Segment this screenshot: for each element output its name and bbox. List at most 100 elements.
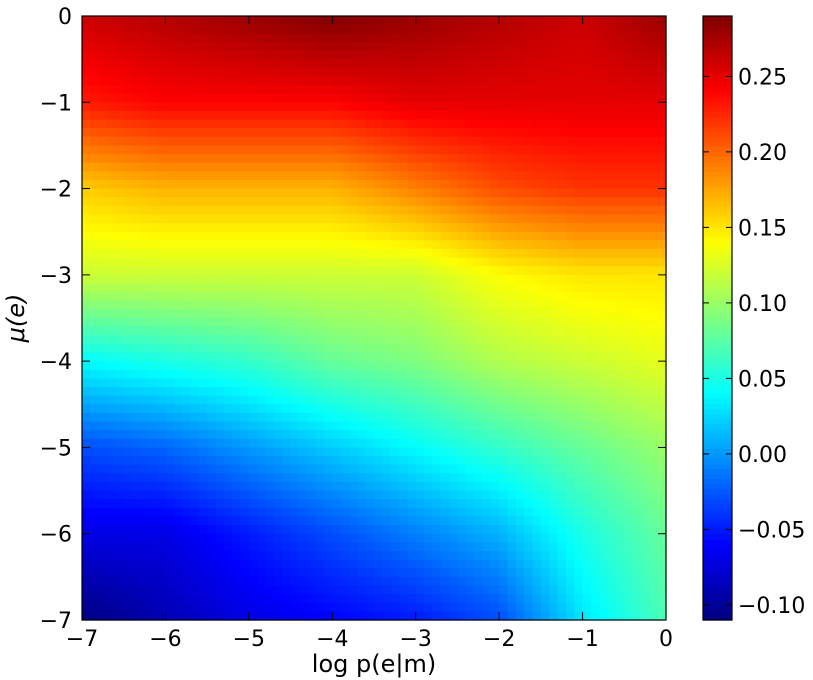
heatmap-cell bbox=[499, 318, 509, 328]
heatmap-cell bbox=[615, 171, 625, 181]
heatmap-cell bbox=[624, 387, 634, 397]
heatmap-cell bbox=[374, 421, 383, 431]
heatmap-cell bbox=[557, 292, 567, 302]
heatmap-cell bbox=[474, 197, 484, 207]
heatmap-cell bbox=[374, 378, 383, 388]
heatmap-cell bbox=[432, 136, 442, 147]
heatmap-cell bbox=[457, 481, 467, 492]
heatmap-cell bbox=[574, 438, 584, 449]
heatmap-cell bbox=[173, 568, 183, 578]
heatmap-cell bbox=[415, 464, 425, 474]
heatmap-cell bbox=[273, 309, 283, 319]
heatmap-cell bbox=[457, 93, 467, 103]
heatmap-cell bbox=[190, 421, 200, 431]
heatmap-cell bbox=[290, 136, 300, 147]
heatmap-cell bbox=[198, 257, 208, 267]
heatmap-cell bbox=[390, 93, 400, 103]
heatmap-cell bbox=[90, 421, 100, 431]
heatmap-cell bbox=[382, 59, 392, 69]
heatmap-cell bbox=[415, 499, 425, 509]
heatmap-cell bbox=[248, 585, 258, 595]
heatmap-cell bbox=[107, 516, 116, 526]
heatmap-cell bbox=[315, 41, 325, 52]
heatmap-cell bbox=[307, 309, 317, 319]
heatmap-cell bbox=[640, 197, 650, 207]
x-tick-label: −3 bbox=[399, 627, 431, 652]
heatmap-cell bbox=[323, 231, 333, 241]
heatmap-cell bbox=[332, 602, 342, 612]
heatmap-cell bbox=[315, 119, 325, 129]
heatmap-cell bbox=[273, 214, 283, 224]
heatmap-cell bbox=[457, 179, 467, 190]
heatmap-cell bbox=[190, 257, 200, 267]
heatmap-cell bbox=[257, 85, 267, 95]
heatmap-cell bbox=[407, 387, 417, 397]
heatmap-cell bbox=[282, 473, 292, 483]
heatmap-cell bbox=[382, 387, 392, 397]
heatmap-cell bbox=[207, 378, 217, 388]
heatmap-cell bbox=[248, 85, 258, 95]
heatmap-cell bbox=[399, 171, 408, 181]
heatmap-cell bbox=[515, 490, 525, 500]
heatmap-cell bbox=[232, 447, 242, 457]
heatmap-cell bbox=[165, 179, 175, 190]
heatmap-cell bbox=[365, 542, 375, 552]
heatmap-cell bbox=[315, 525, 325, 535]
heatmap-cell bbox=[140, 585, 150, 595]
heatmap-cell bbox=[457, 447, 467, 457]
heatmap-cell bbox=[282, 542, 292, 552]
heatmap-cell bbox=[265, 197, 275, 207]
heatmap-cell bbox=[132, 223, 141, 233]
heatmap-cell bbox=[515, 576, 525, 587]
heatmap-cell bbox=[599, 568, 609, 578]
heatmap-cell bbox=[198, 136, 208, 147]
heatmap-cell bbox=[507, 335, 517, 345]
heatmap-cell bbox=[474, 76, 484, 86]
heatmap-cell bbox=[424, 59, 433, 69]
heatmap-cell bbox=[424, 162, 433, 172]
heatmap-cell bbox=[332, 214, 342, 224]
heatmap-cell bbox=[207, 171, 217, 181]
heatmap-cell bbox=[382, 404, 392, 414]
heatmap-cell bbox=[582, 154, 592, 164]
heatmap-cell bbox=[449, 464, 459, 474]
heatmap-cell bbox=[140, 412, 150, 423]
heatmap-cell bbox=[173, 50, 183, 60]
heatmap-cell bbox=[465, 516, 475, 526]
heatmap-cell bbox=[557, 93, 567, 103]
heatmap-cell bbox=[132, 352, 141, 362]
heatmap-cell bbox=[290, 369, 300, 379]
heatmap-cell bbox=[557, 110, 567, 121]
x-tick-label: 0 bbox=[659, 627, 673, 652]
heatmap-cell bbox=[474, 361, 484, 371]
heatmap-cell bbox=[207, 387, 217, 397]
heatmap-cell bbox=[365, 188, 375, 198]
heatmap-cell bbox=[390, 162, 400, 172]
heatmap-cell bbox=[449, 611, 459, 621]
heatmap-cell bbox=[165, 283, 175, 293]
colorbar-segment bbox=[703, 46, 732, 52]
heatmap-cell bbox=[157, 490, 167, 500]
heatmap-cell bbox=[190, 568, 200, 578]
heatmap-cell bbox=[107, 361, 116, 371]
heatmap-cell bbox=[307, 490, 317, 500]
heatmap-cell bbox=[298, 550, 308, 561]
heatmap-cell bbox=[557, 438, 567, 449]
heatmap-cell bbox=[165, 188, 175, 198]
heatmap-cell bbox=[123, 456, 133, 466]
heatmap-cell bbox=[607, 205, 617, 216]
heatmap-cell bbox=[449, 490, 459, 500]
heatmap-cell bbox=[424, 67, 433, 77]
heatmap-cell bbox=[207, 76, 217, 86]
heatmap-cell bbox=[515, 274, 525, 285]
heatmap-cell bbox=[273, 585, 283, 595]
heatmap-cell bbox=[390, 464, 400, 474]
heatmap-cell bbox=[482, 24, 492, 34]
heatmap-cell bbox=[424, 85, 433, 95]
heatmap-cell bbox=[257, 179, 267, 190]
heatmap-cell bbox=[557, 300, 567, 310]
heatmap-cell bbox=[507, 50, 517, 60]
heatmap-cell bbox=[115, 481, 125, 492]
heatmap-cell bbox=[624, 248, 634, 259]
heatmap-cell bbox=[615, 456, 625, 466]
